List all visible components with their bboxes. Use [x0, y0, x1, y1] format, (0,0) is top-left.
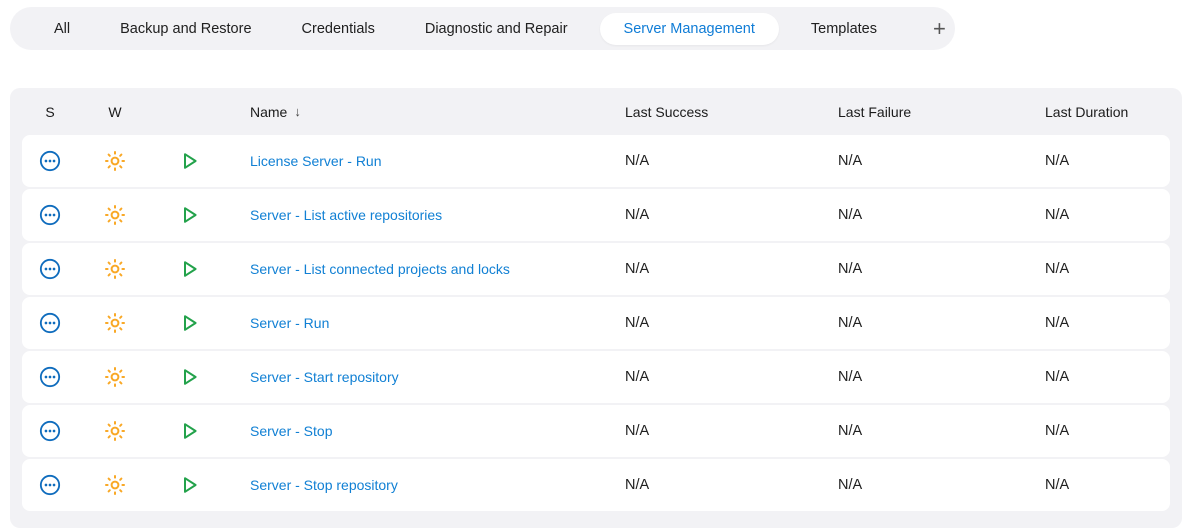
- last-failure-value: N/A: [838, 369, 863, 385]
- table-row: Server - List active repositories N/A N/…: [22, 189, 1170, 241]
- job-name-link[interactable]: License Server - Run: [250, 152, 382, 169]
- last-duration-value: N/A: [1045, 261, 1070, 277]
- table-row: Server - Stop N/A N/A N/A: [22, 405, 1170, 457]
- last-success-value: N/A: [625, 153, 650, 169]
- run-job-button[interactable]: [175, 201, 203, 229]
- last-success-value: N/A: [625, 423, 650, 439]
- column-header-w[interactable]: W: [108, 103, 122, 120]
- last-duration-value: N/A: [1045, 153, 1070, 169]
- column-header-last-success[interactable]: Last Success: [625, 103, 709, 120]
- job-name-link[interactable]: Server - Stop: [250, 422, 333, 439]
- last-failure-value: N/A: [838, 477, 863, 493]
- last-success-value: N/A: [625, 477, 650, 493]
- run-job-button[interactable]: [175, 471, 203, 499]
- last-success-value: N/A: [625, 369, 650, 385]
- column-header-last-duration[interactable]: Last Duration: [1045, 103, 1129, 120]
- play-icon: [177, 419, 201, 443]
- job-name-link[interactable]: Server - List active repositories: [250, 206, 443, 223]
- ellipsis-circle-icon: [39, 258, 61, 280]
- run-job-button[interactable]: [175, 255, 203, 283]
- play-icon: [177, 365, 201, 389]
- last-success-value: N/A: [625, 315, 650, 331]
- sun-schedule-icon: [103, 149, 127, 173]
- last-duration-value: N/A: [1045, 315, 1070, 331]
- last-duration-value: N/A: [1045, 423, 1070, 439]
- play-icon: [177, 203, 201, 227]
- sun-schedule-icon: [103, 365, 127, 389]
- table-body: License Server - Run N/A N/A N/A: [22, 135, 1170, 511]
- add-tab-button[interactable]: +: [923, 14, 956, 44]
- table-row: Server - List connected projects and loc…: [22, 243, 1170, 295]
- run-job-button[interactable]: [175, 147, 203, 175]
- row-menu-button[interactable]: [37, 202, 63, 228]
- sun-schedule-icon: [103, 311, 127, 335]
- tab-credentials[interactable]: Credentials: [284, 13, 393, 45]
- tab-server-management[interactable]: Server Management: [599, 12, 779, 45]
- play-icon: [177, 473, 201, 497]
- ellipsis-circle-icon: [39, 366, 61, 388]
- tab-all[interactable]: All: [36, 13, 88, 45]
- last-failure-value: N/A: [838, 423, 863, 439]
- tab-templates[interactable]: Templates: [793, 13, 895, 45]
- job-name-link[interactable]: Server - List connected projects and loc…: [250, 260, 510, 277]
- row-menu-button[interactable]: [37, 148, 63, 174]
- sun-schedule-icon: [103, 257, 127, 281]
- last-duration-value: N/A: [1045, 369, 1070, 385]
- sun-schedule-icon: [103, 203, 127, 227]
- row-menu-button[interactable]: [37, 364, 63, 390]
- job-name-link[interactable]: Server - Run: [250, 314, 330, 331]
- last-success-value: N/A: [625, 261, 650, 277]
- sun-schedule-icon: [103, 473, 127, 497]
- last-success-value: N/A: [625, 207, 650, 223]
- tab-diagnostic-and-repair[interactable]: Diagnostic and Repair: [407, 13, 586, 45]
- column-header-name[interactable]: Name ↓: [226, 104, 625, 120]
- job-name-link[interactable]: Server - Stop repository: [250, 476, 398, 493]
- last-failure-value: N/A: [838, 153, 863, 169]
- row-menu-button[interactable]: [37, 472, 63, 498]
- ellipsis-circle-icon: [39, 150, 61, 172]
- sort-descending-icon: ↓: [294, 104, 301, 119]
- play-icon: [177, 257, 201, 281]
- job-name-link[interactable]: Server - Start repository: [250, 368, 399, 385]
- last-duration-value: N/A: [1045, 207, 1070, 223]
- ellipsis-circle-icon: [39, 312, 61, 334]
- play-icon: [177, 149, 201, 173]
- table-row: License Server - Run N/A N/A N/A: [22, 135, 1170, 187]
- run-job-button[interactable]: [175, 309, 203, 337]
- run-job-button[interactable]: [175, 363, 203, 391]
- row-menu-button[interactable]: [37, 310, 63, 336]
- run-job-button[interactable]: [175, 417, 203, 445]
- row-menu-button[interactable]: [37, 418, 63, 444]
- tab-backup-and-restore[interactable]: Backup and Restore: [102, 13, 269, 45]
- ellipsis-circle-icon: [39, 420, 61, 442]
- table-header-row: S W Name ↓ Last Success Last Failure Las…: [22, 88, 1170, 135]
- jobs-table: S W Name ↓ Last Success Last Failure Las…: [10, 88, 1182, 528]
- table-row: Server - Run N/A N/A N/A: [22, 297, 1170, 349]
- column-header-last-failure[interactable]: Last Failure: [838, 103, 912, 120]
- table-row: Server - Stop repository N/A N/A N/A: [22, 459, 1170, 511]
- column-header-s[interactable]: S: [45, 103, 55, 120]
- play-icon: [177, 311, 201, 335]
- last-failure-value: N/A: [838, 315, 863, 331]
- column-header-name-label: Name: [250, 103, 288, 120]
- last-failure-value: N/A: [838, 207, 863, 223]
- last-failure-value: N/A: [838, 261, 863, 277]
- sun-schedule-icon: [103, 419, 127, 443]
- last-duration-value: N/A: [1045, 477, 1070, 493]
- ellipsis-circle-icon: [39, 474, 61, 496]
- ellipsis-circle-icon: [39, 204, 61, 226]
- row-menu-button[interactable]: [37, 256, 63, 282]
- table-row: Server - Start repository N/A N/A N/A: [22, 351, 1170, 403]
- category-tab-bar: All Backup and Restore Credentials Diagn…: [10, 7, 955, 50]
